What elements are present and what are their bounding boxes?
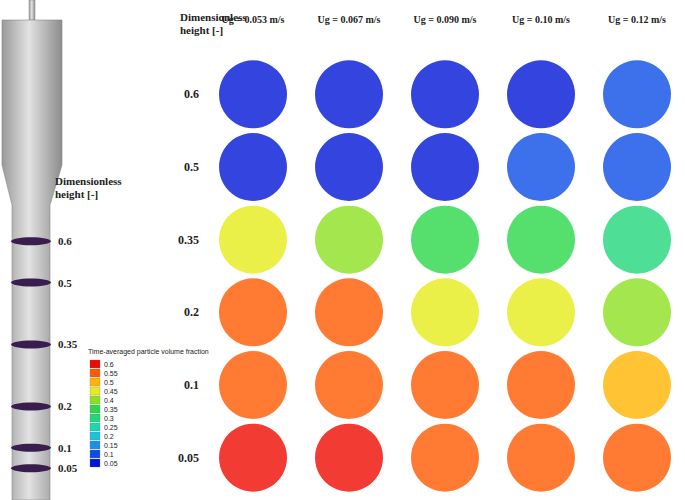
svg-text:0.15: 0.15 xyxy=(104,442,118,449)
svg-text:0.2: 0.2 xyxy=(58,400,72,412)
svg-text:0.05: 0.05 xyxy=(104,460,118,467)
svg-text:0.05: 0.05 xyxy=(58,462,78,474)
svg-text:0.5: 0.5 xyxy=(104,379,114,386)
svg-text:0.35: 0.35 xyxy=(104,406,118,413)
svg-text:0.2: 0.2 xyxy=(184,305,199,319)
svg-text:Time-averaged particle volume: Time-averaged particle volume fraction xyxy=(88,348,209,356)
svg-text:0.6: 0.6 xyxy=(58,235,72,247)
svg-text:0.25: 0.25 xyxy=(104,424,118,431)
svg-text:Ug = 0.12 m/s: Ug = 0.12 m/s xyxy=(608,14,666,25)
svg-text:0.6: 0.6 xyxy=(184,87,199,101)
svg-text:Dimensionless: Dimensionless xyxy=(180,10,250,23)
svg-text:0.55: 0.55 xyxy=(104,370,118,377)
svg-text:0.35: 0.35 xyxy=(178,233,199,247)
svg-text:0.2: 0.2 xyxy=(104,433,114,440)
svg-text:0.3: 0.3 xyxy=(104,415,114,422)
svg-text:0.6: 0.6 xyxy=(104,361,114,368)
svg-text:0.45: 0.45 xyxy=(104,388,118,395)
svg-text:Ug = 0.067 m/s: Ug = 0.067 m/s xyxy=(318,14,381,25)
svg-text:0.35: 0.35 xyxy=(58,338,78,350)
svg-text:0.5: 0.5 xyxy=(58,277,72,289)
svg-text:0.1: 0.1 xyxy=(104,451,114,458)
svg-text:Dimensionless: Dimensionless xyxy=(55,175,124,187)
svg-text:Ug = 0.090 m/s: Ug = 0.090 m/s xyxy=(414,14,477,25)
svg-text:Ug = 0.053 m/s: Ug = 0.053 m/s xyxy=(222,14,285,25)
svg-text:Ug = 0.10 m/s: Ug = 0.10 m/s xyxy=(512,14,570,25)
svg-text:0.1: 0.1 xyxy=(58,442,72,454)
svg-text:height [-]: height [-] xyxy=(55,188,98,200)
svg-text:0.4: 0.4 xyxy=(104,397,114,404)
svg-text:height [-]: height [-] xyxy=(180,24,223,36)
svg-text:0.5: 0.5 xyxy=(184,160,199,174)
svg-text:0.1: 0.1 xyxy=(184,378,199,392)
svg-text:0.05: 0.05 xyxy=(178,451,199,465)
